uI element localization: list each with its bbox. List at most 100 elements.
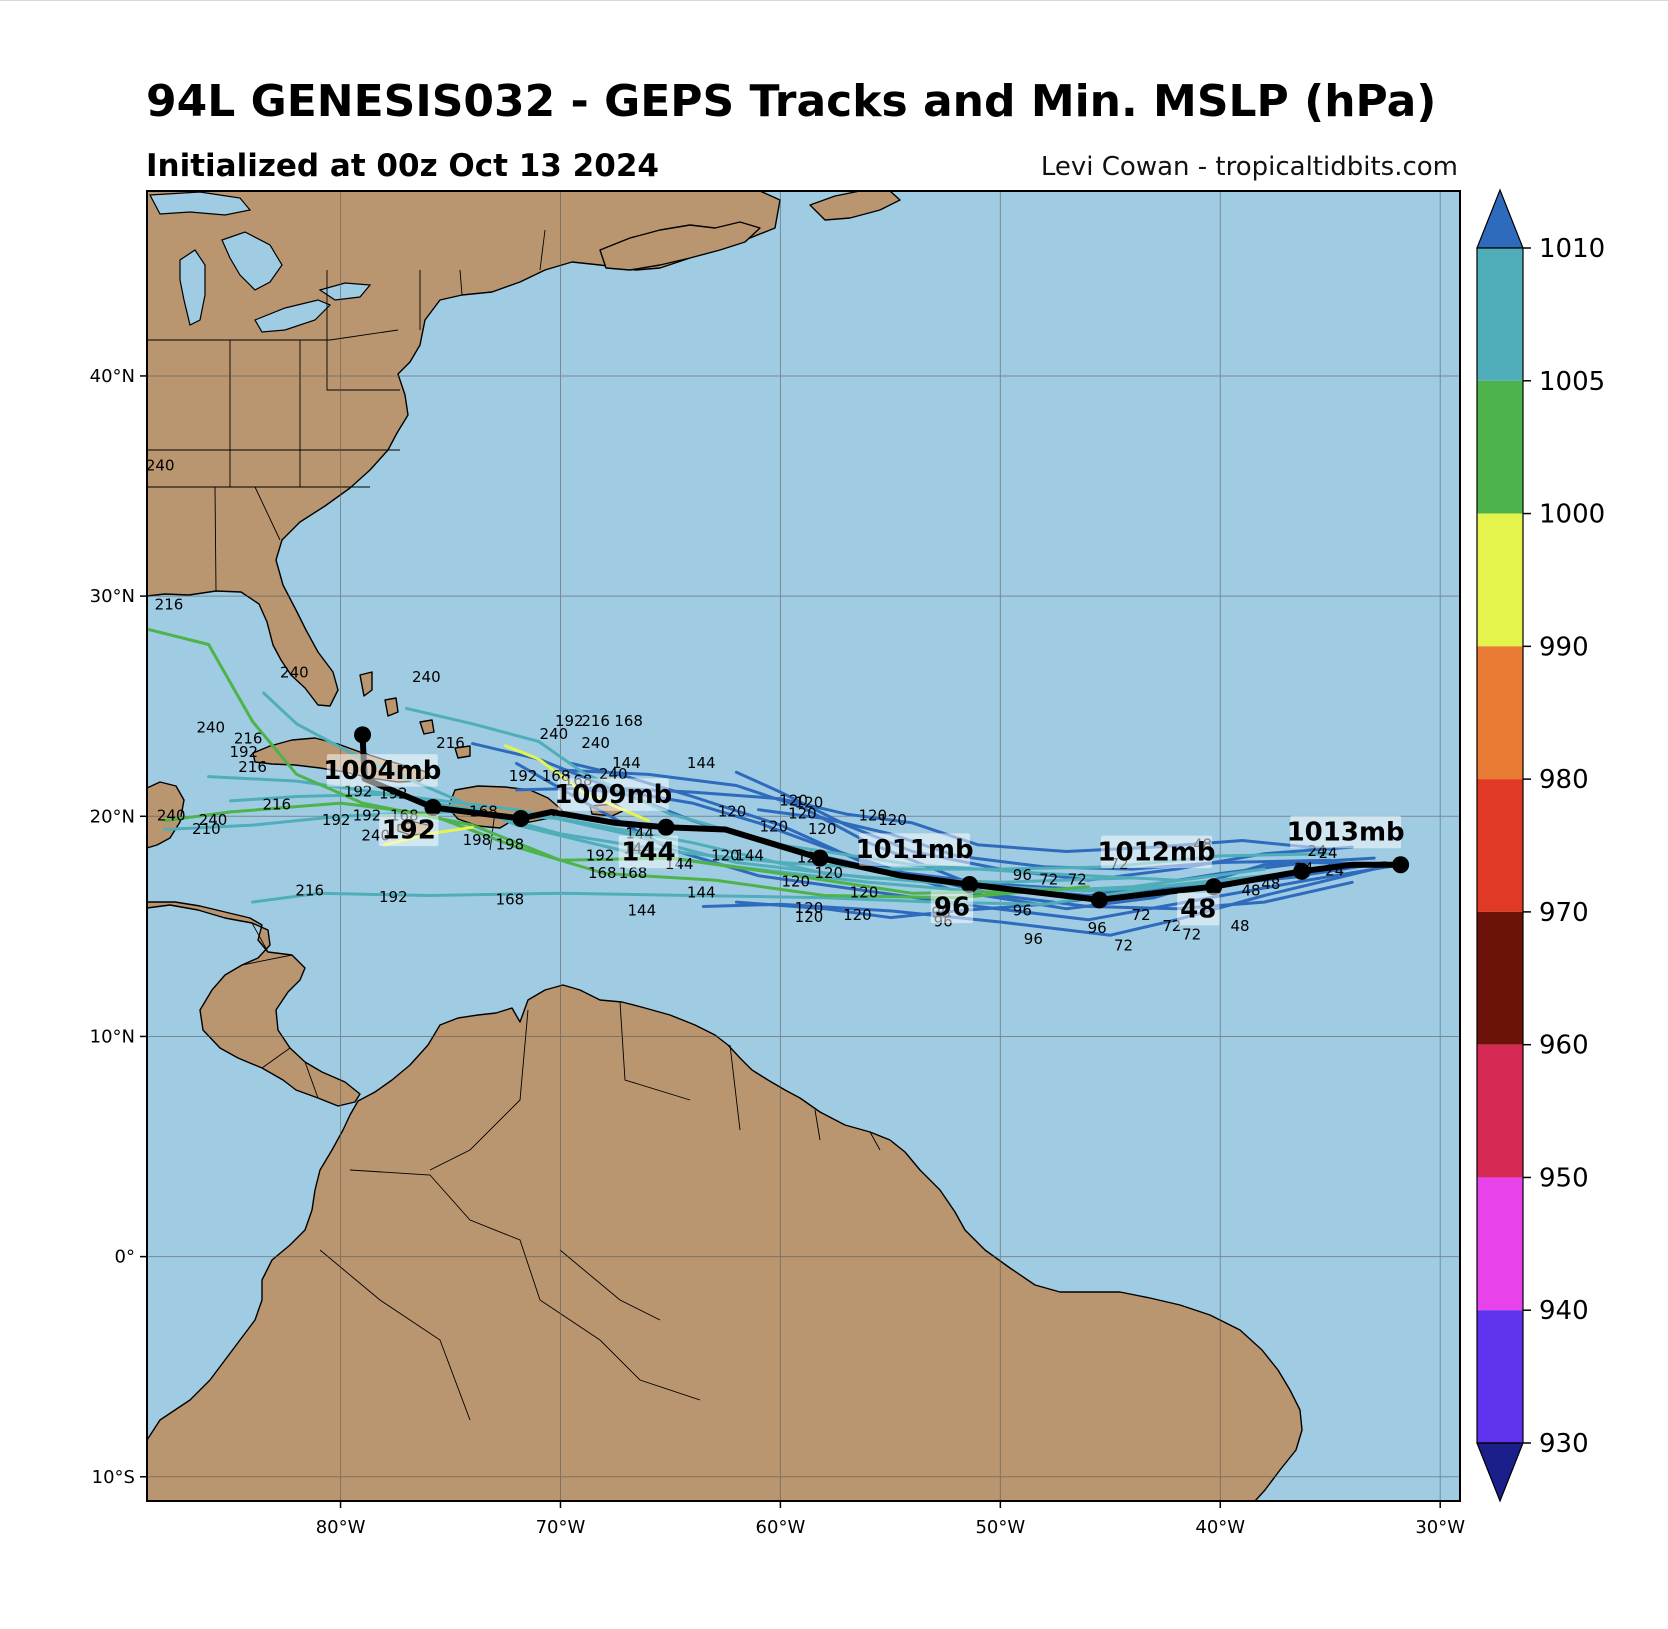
member-hour-label: 120 bbox=[858, 807, 887, 825]
mean-track-point bbox=[1392, 856, 1410, 874]
member-hour-label: 168 bbox=[614, 712, 643, 730]
lake-erie bbox=[254, 299, 332, 333]
colorbar-segment bbox=[1477, 248, 1523, 381]
member-hour-label: 120 bbox=[781, 873, 810, 891]
mean-pressure-label-bg bbox=[326, 754, 438, 787]
lat-tick-label: 30°N bbox=[90, 586, 135, 607]
member-hour-label: 216 bbox=[295, 882, 324, 900]
colorbar-tick-label: 1005 bbox=[1539, 367, 1605, 397]
mean-track-point bbox=[1205, 878, 1223, 896]
member-hour-label: 72 bbox=[1132, 906, 1151, 924]
mean-hour-label: 48 bbox=[1180, 895, 1216, 925]
member-hour-label: 192 bbox=[379, 888, 408, 906]
member-hour-label: 120 bbox=[788, 804, 817, 822]
member-hour-label: 192 bbox=[344, 782, 373, 800]
member-track bbox=[251, 869, 1310, 906]
lat-tick-label: 0° bbox=[115, 1247, 135, 1268]
land-nova-scotia bbox=[599, 221, 761, 271]
member-hour-label: 192 bbox=[555, 712, 584, 730]
lon-tick-label: 80°W bbox=[316, 1517, 366, 1538]
colorbar-tick-label: 940 bbox=[1539, 1296, 1589, 1326]
colorbar-extend-max bbox=[1476, 188, 1524, 249]
colorbar-segment bbox=[1477, 1310, 1523, 1443]
member-hour-label: 120 bbox=[795, 793, 824, 811]
member-hour-label: 240 bbox=[199, 811, 228, 829]
mean-track-point bbox=[961, 876, 979, 894]
member-hour-label: 198 bbox=[496, 835, 525, 853]
colorbar-segment bbox=[1477, 779, 1523, 912]
member-hour-label: 96 bbox=[1013, 866, 1032, 884]
member-hour-label: 168 bbox=[496, 890, 525, 908]
lake-superior bbox=[149, 191, 252, 216]
top-border-line bbox=[0, 0, 1668, 1]
mean-hour-label: 192 bbox=[382, 815, 436, 845]
land-yucatan-honduras bbox=[147, 901, 361, 1107]
mean-track-point bbox=[424, 798, 442, 816]
member-hour-label: 240 bbox=[540, 725, 569, 743]
colorbar-tick-label: 1010 bbox=[1539, 234, 1605, 264]
political-borders bbox=[147, 229, 881, 1421]
colorbar-segment bbox=[1477, 1044, 1523, 1178]
member-hour-label: 120 bbox=[718, 802, 747, 820]
member-hour-label: 240 bbox=[280, 664, 309, 682]
mean-hour-label: 144 bbox=[621, 837, 675, 867]
mean-track-line bbox=[359, 731, 1404, 903]
map-frame bbox=[146, 190, 1461, 1502]
member-hour-label: 120 bbox=[779, 791, 808, 809]
mean-hour-label-bg bbox=[618, 835, 679, 869]
member-hour-label: 72 bbox=[1162, 917, 1181, 935]
member-hour-label: 144 bbox=[628, 901, 657, 919]
mean-pressure-label: 1004mb bbox=[323, 756, 441, 786]
mean-hour-label-bg bbox=[930, 890, 974, 924]
member-hour-label: 120 bbox=[808, 820, 837, 838]
mean-hour-label-bg bbox=[1177, 892, 1220, 926]
member-hour-label: 168 bbox=[588, 864, 617, 882]
member-hour-label: 240 bbox=[146, 457, 175, 475]
member-hour-label: 216 bbox=[155, 595, 184, 613]
lon-tick-label: 40°W bbox=[1195, 1517, 1245, 1538]
mean-track-point bbox=[354, 726, 372, 744]
member-hour-label: 192 bbox=[353, 807, 382, 825]
member-hour-label: 240 bbox=[599, 765, 628, 783]
colorbar-tick-label: 970 bbox=[1539, 898, 1589, 928]
lat-tick-label: 40°N bbox=[90, 366, 135, 387]
lat-tick-label: 20°N bbox=[90, 806, 135, 827]
mean-pressure-label: 1011mb bbox=[856, 835, 974, 865]
mean-pressure-label: 1009mb bbox=[554, 780, 672, 810]
member-hour-label: 120 bbox=[795, 899, 824, 917]
lon-tick-label: 30°W bbox=[1415, 1517, 1465, 1538]
member-track bbox=[147, 627, 1046, 895]
mean-track-point bbox=[1090, 891, 1108, 909]
mean-pressure-label-bg bbox=[1290, 815, 1402, 849]
colorbar-segment bbox=[1477, 380, 1523, 514]
credit-text: Levi Cowan - tropicaltidbits.com bbox=[1040, 152, 1458, 182]
member-hour-label: 96 bbox=[1024, 930, 1043, 948]
land-central-america bbox=[147, 781, 185, 849]
member-hour-label: 192 bbox=[509, 767, 538, 785]
lon-tick-label: 50°W bbox=[975, 1517, 1025, 1538]
pressure-colorbar: 1010 1005 1000 990 980 970 960 950 940 930 bbox=[1476, 188, 1605, 1503]
member-hour-label: 198 bbox=[463, 831, 492, 849]
colorbar-tick-label: 990 bbox=[1539, 632, 1589, 662]
mean-pressure-label-bg bbox=[557, 778, 669, 811]
member-hour-label: 120 bbox=[759, 818, 788, 836]
member-track bbox=[405, 706, 1178, 882]
member-hour-label: 240 bbox=[581, 734, 610, 752]
colorbar-tick-label: 950 bbox=[1539, 1163, 1589, 1193]
member-hour-label: 120 bbox=[843, 906, 872, 924]
lon-tick-label: 70°W bbox=[536, 1517, 586, 1538]
member-hour-label: 120 bbox=[850, 884, 879, 902]
lat-tick-label: 10°N bbox=[90, 1026, 135, 1047]
member-hour-label: 216 bbox=[436, 734, 465, 752]
mean-hour-label: 96 bbox=[934, 892, 970, 922]
colorbar-segment bbox=[1477, 1177, 1523, 1311]
member-hour-label: 144 bbox=[612, 754, 641, 772]
lon-tick-label: 60°W bbox=[756, 1517, 806, 1538]
init-time-subtitle: Initialized at 00z Oct 13 2024 bbox=[146, 148, 659, 184]
mean-pressure-label-bg bbox=[859, 833, 971, 866]
member-hour-label: 120 bbox=[814, 864, 843, 882]
member-hour-label: 144 bbox=[735, 846, 764, 864]
member-hour-label: 240 bbox=[196, 719, 225, 737]
member-hour-label: 192 bbox=[229, 743, 258, 761]
colorbar-tick-label: 930 bbox=[1539, 1429, 1589, 1459]
